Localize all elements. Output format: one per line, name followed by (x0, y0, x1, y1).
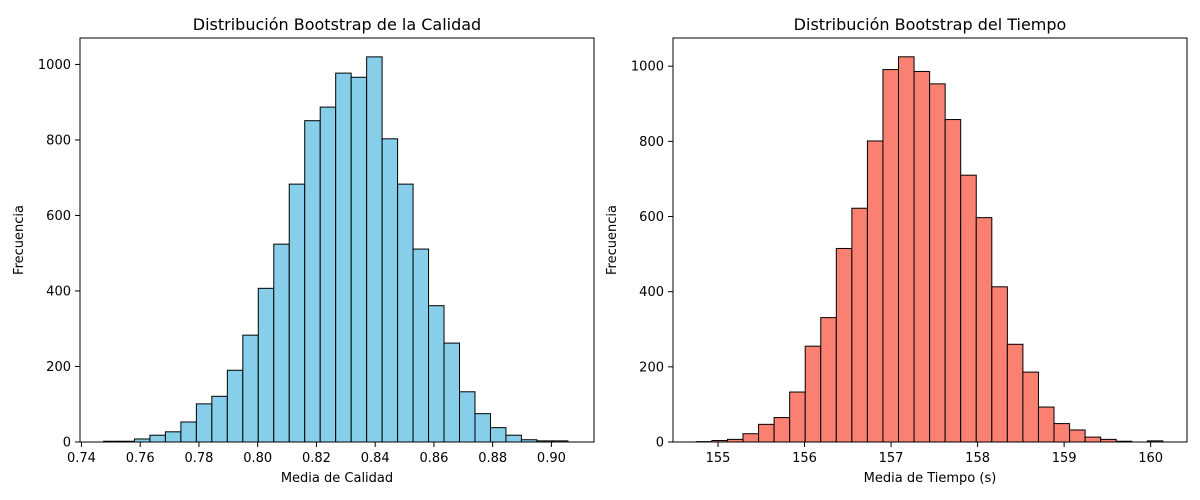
histogram-bar (180, 421, 197, 443)
x-tick-label: 0.86 (419, 451, 448, 466)
x-tick-label: 0.78 (184, 451, 213, 466)
histogram-bar (929, 83, 946, 443)
x-tick-label: 0.76 (126, 451, 155, 466)
histogram-bar (960, 174, 977, 443)
y-tick-label: 400 (639, 285, 664, 300)
histogram-bar (273, 243, 290, 443)
y-tick-label: 600 (639, 210, 664, 225)
histogram-bar (428, 305, 445, 443)
time-x-axis-label: Media de Tiempo (s) (864, 471, 997, 486)
x-tick-label: 155 (706, 451, 731, 466)
histogram-bar (835, 247, 853, 443)
histogram-bar (804, 345, 822, 443)
y-tick-label: 0 (656, 436, 664, 451)
histogram-bar (226, 369, 244, 443)
x-tick-label: 0.82 (302, 451, 331, 466)
quality-axes-frame (79, 37, 595, 443)
histogram-bar (913, 70, 931, 443)
histogram-bar (1022, 371, 1039, 443)
histogram-bar (505, 434, 522, 443)
histogram-bar (789, 391, 806, 443)
quality-y-axis-label: Frecuencia (12, 205, 27, 275)
x-tick-label: 158 (965, 451, 990, 466)
histogram-bar (975, 217, 993, 443)
x-tick-label: 0.74 (67, 451, 96, 466)
histogram-bar (149, 434, 166, 443)
x-tick-label: 157 (879, 451, 904, 466)
histogram-bar (1069, 429, 1086, 443)
y-tick-label: 200 (639, 360, 664, 375)
time-bars (695, 56, 1164, 443)
histogram-bar (944, 119, 962, 443)
time-axes-frame (672, 37, 1188, 443)
histogram-bar (1006, 343, 1024, 443)
quality-x-axis-label: Media de Calidad (281, 471, 393, 486)
histogram-bar (1084, 436, 1102, 443)
x-tick-label: 160 (1138, 451, 1163, 466)
histogram-bar (304, 120, 321, 443)
x-tick-label: 0.90 (537, 451, 566, 466)
histogram-bar (443, 342, 461, 443)
y-tick-label: 400 (46, 284, 71, 299)
histogram-bar (459, 391, 476, 443)
histogram-bar (319, 106, 337, 443)
histogram-bar (1053, 423, 1071, 443)
quality-bars (103, 56, 569, 443)
y-tick-label: 200 (46, 360, 71, 375)
time-histogram-panel: 155 156 157 158 159 160 0 200 400 600 800 1000 Distr… (605, 15, 1188, 486)
time-chart-title: Distribución Bootstrap del Tiempo (794, 15, 1067, 34)
histogram-bar (242, 334, 259, 443)
histogram-bar (773, 417, 791, 443)
histogram-bar (866, 140, 884, 443)
y-tick-label: 1000 (631, 60, 664, 75)
y-tick-label: 800 (46, 133, 71, 148)
histogram-bar (820, 317, 837, 443)
x-tick-label: 0.84 (361, 451, 390, 466)
time-y-axis-label: Frecuencia (605, 205, 620, 275)
histogram-bar (366, 56, 383, 443)
histogram-bar (474, 413, 491, 443)
histogram-bar (350, 76, 368, 443)
histogram-bar (164, 431, 182, 443)
y-tick-label: 0 (63, 436, 71, 451)
y-tick-label: 1000 (38, 58, 71, 73)
histogram-bar (882, 69, 900, 443)
histogram-bar (991, 286, 1008, 443)
histogram-bar (288, 183, 306, 443)
x-tick-label: 0.80 (243, 451, 272, 466)
quality-chart-title: Distribución Bootstrap de la Calidad (193, 15, 481, 34)
histogram-bar (489, 427, 507, 443)
histogram-bar (851, 207, 868, 443)
x-tick-label: 0.88 (478, 451, 507, 466)
y-tick-label: 800 (639, 135, 664, 150)
histogram-bar (742, 433, 760, 443)
quality-histogram-panel: 0.74 0.76 0.78 0.80 0.82 0.84 0.86 0.88 0.90 0 200… (12, 15, 595, 486)
histogram-bar (758, 423, 775, 443)
histogram-bar (381, 138, 399, 443)
x-tick-label: 156 (792, 451, 817, 466)
y-tick-label: 600 (46, 209, 71, 224)
histogram-bar (1037, 406, 1055, 443)
x-tick-label: 159 (1052, 451, 1077, 466)
histogram-bar (335, 72, 352, 443)
histogram-bar (195, 403, 213, 443)
histogram-bar (211, 395, 228, 443)
histogram-bar (412, 248, 430, 443)
histogram-bar (397, 183, 414, 443)
histogram-bar (257, 287, 275, 443)
histogram-bar (898, 56, 915, 443)
